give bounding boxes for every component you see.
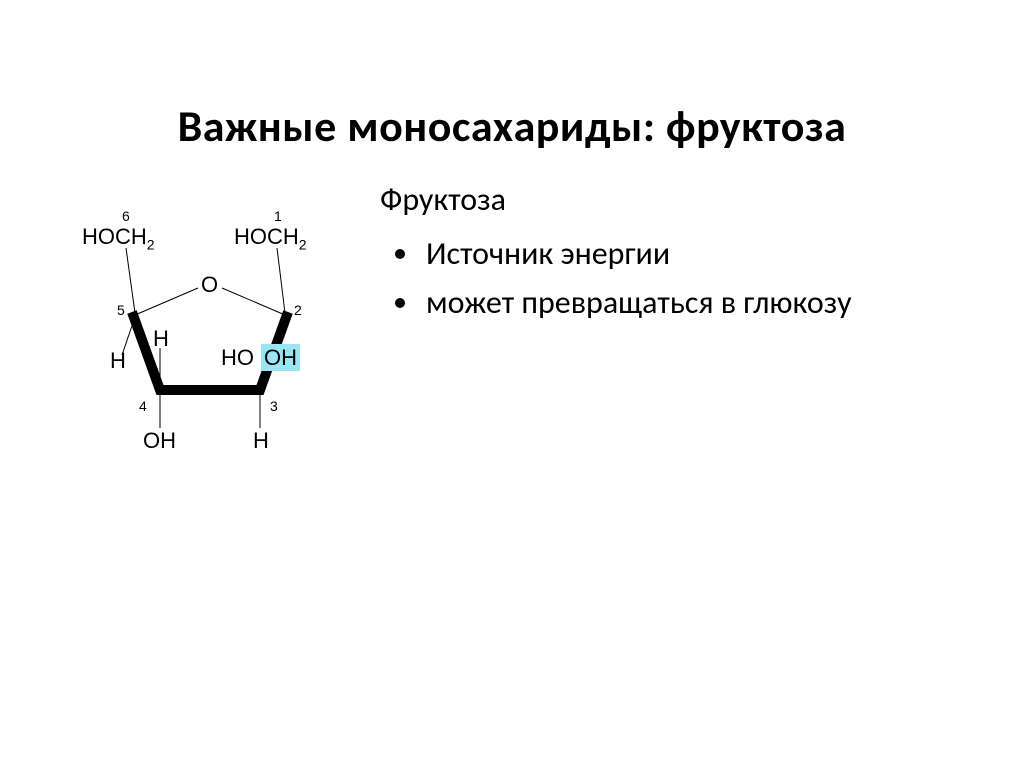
bullet-list: Источник энергии может превращаться в гл… [380,229,980,328]
atom-o-ring: O [201,272,218,298]
bullet-item: может превращаться в глюкозу [422,278,980,328]
atom-hoch2-right: HOCH2 [234,224,307,252]
atom-h-c3: H [253,428,269,454]
fructose-structure-diagram: O HOCH2 6 HOCH2 1 5 2 4 3 H H HO OH OH H [70,190,350,490]
carbon-index-4: 4 [139,398,147,414]
slide: Важные моносахариды: фруктоза Фруктоза И… [0,0,1024,767]
atom-hoch2-left: HOCH2 [82,224,155,252]
carbon-index-5: 5 [117,302,125,318]
carbon-index-2: 2 [294,302,302,318]
content-block: Фруктоза Источник энергии может превраща… [380,175,980,328]
atom-h-c5: H [110,348,126,374]
carbon-index-1: 1 [274,208,282,224]
atom-oh-c4: OH [143,428,176,454]
slide-title: Важные моносахариды: фруктоза [0,99,1024,153]
atom-oh-c2-highlight: OH [261,345,300,371]
carbon-index-3: 3 [270,398,278,414]
bullet-item: Источник энергии [422,229,980,279]
atom-h-c4: H [153,326,169,352]
carbon-index-6: 6 [122,208,130,224]
subheading: Фруктоза [380,175,980,225]
atom-ho-c2: HO [221,345,254,371]
